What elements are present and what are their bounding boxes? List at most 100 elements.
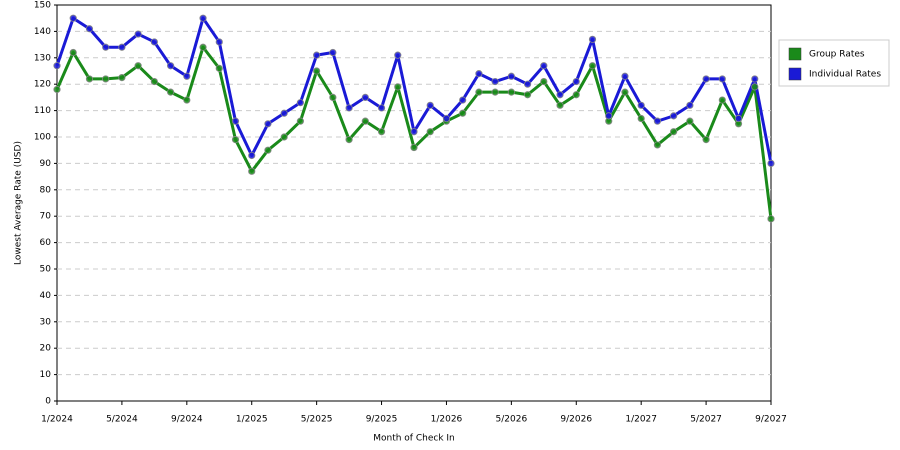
data-point [215, 38, 223, 46]
data-point [329, 93, 337, 102]
data-point [118, 43, 126, 51]
data-point [118, 74, 126, 82]
y-tick-label: 0 [45, 397, 51, 407]
y-tick-label: 130 [34, 53, 51, 63]
x-tick-label: 9/2025 [366, 415, 398, 425]
data-point [670, 112, 678, 120]
data-point [442, 114, 451, 123]
data-point [231, 117, 240, 125]
data-point [377, 128, 386, 136]
data-point [702, 136, 710, 144]
data-point [686, 117, 694, 125]
data-point [199, 43, 207, 51]
data-point [377, 104, 386, 112]
y-tick-label: 30 [40, 317, 52, 327]
data-point [183, 96, 191, 104]
data-point [637, 101, 645, 109]
data-point [621, 72, 629, 80]
x-tick-label: 1/2024 [41, 415, 73, 425]
data-point [523, 91, 532, 99]
x-tick-label: 5/2024 [106, 415, 138, 425]
data-point [572, 77, 580, 86]
data-point [248, 167, 256, 175]
data-point [751, 75, 759, 83]
y-tick-label: 120 [34, 80, 51, 90]
plot-area [56, 4, 772, 402]
data-point [767, 215, 775, 223]
data-point [523, 80, 532, 88]
data-point [134, 30, 142, 38]
data-point [491, 88, 499, 96]
data-point [556, 101, 564, 109]
data-point [69, 14, 77, 22]
x-tick-label: 9/2024 [171, 415, 203, 425]
data-point [150, 38, 158, 46]
data-point [231, 136, 240, 144]
data-point [183, 72, 191, 80]
legend-swatch [788, 67, 802, 81]
data-point [426, 128, 434, 136]
data-point [686, 101, 694, 109]
data-point [248, 151, 256, 160]
data-point [345, 104, 353, 112]
x-tick-label: 9/2027 [755, 415, 787, 425]
x-tick-label: 5/2027 [690, 415, 722, 425]
data-point [394, 83, 402, 91]
y-tick-label: 80 [40, 185, 52, 195]
data-point [264, 120, 272, 128]
data-point [540, 77, 548, 86]
data-point [264, 146, 272, 154]
y-axis-label: Lowest Average Rate (USD) [14, 141, 24, 265]
x-tick-label: 1/2027 [625, 415, 657, 425]
y-tick-label: 140 [34, 27, 51, 37]
x-tick-label: 1/2026 [431, 415, 463, 425]
data-point [507, 88, 515, 96]
data-point [670, 128, 678, 136]
data-point [734, 114, 743, 123]
y-tick-label: 40 [40, 291, 52, 301]
data-point [361, 117, 369, 125]
y-tick-label: 60 [40, 238, 52, 248]
data-point [296, 99, 305, 107]
data-point [621, 88, 629, 96]
y-tick-label: 10 [40, 370, 52, 380]
data-point [69, 48, 77, 57]
data-point [605, 112, 613, 120]
data-point [653, 117, 662, 125]
data-point [588, 35, 597, 43]
data-point [53, 85, 61, 94]
data-point [491, 77, 499, 86]
data-point [410, 128, 418, 136]
data-point [475, 70, 483, 78]
y-tick-label: 20 [40, 344, 52, 354]
data-point [199, 14, 207, 22]
data-point [313, 67, 321, 75]
data-point [150, 77, 158, 86]
data-point [313, 51, 321, 59]
y-tick-label: 150 [34, 1, 51, 11]
data-point [134, 62, 142, 70]
y-tick-label: 90 [40, 159, 52, 169]
data-point [166, 62, 175, 70]
data-point [556, 91, 564, 99]
data-point [85, 25, 94, 33]
x-tick-label: 9/2026 [560, 415, 592, 425]
data-point [410, 143, 418, 152]
data-point [329, 48, 337, 57]
data-point [767, 159, 775, 167]
data-point [459, 96, 467, 104]
data-point [426, 101, 434, 109]
x-tick-label: 1/2025 [236, 415, 268, 425]
data-point [394, 51, 402, 59]
data-point [215, 64, 223, 72]
data-point [540, 62, 548, 70]
y-tick-label: 110 [34, 106, 51, 116]
data-point [361, 93, 369, 102]
y-tick-label: 50 [40, 265, 52, 275]
data-point [653, 141, 662, 149]
data-point [296, 117, 305, 125]
data-point [85, 75, 94, 83]
y-tick-label: 100 [34, 133, 51, 143]
data-point [280, 109, 288, 117]
